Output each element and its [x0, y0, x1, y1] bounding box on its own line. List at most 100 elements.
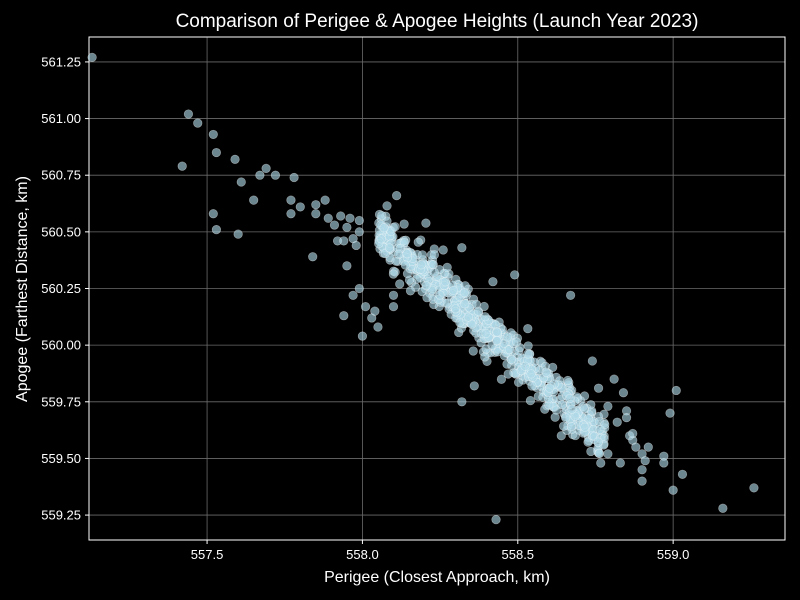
- scatter-point: [423, 293, 432, 302]
- scatter-point: [638, 477, 647, 486]
- scatter-point: [581, 423, 590, 432]
- scatter-point: [619, 388, 628, 397]
- scatter-point: [596, 425, 605, 434]
- scatter-point: [566, 291, 575, 300]
- scatter-point: [514, 378, 523, 387]
- scatter-point: [418, 251, 427, 260]
- scatter-point: [524, 350, 533, 359]
- scatter-point: [470, 382, 479, 391]
- scatter-point: [377, 211, 386, 220]
- scatter-point: [296, 203, 305, 212]
- scatter-point: [559, 422, 568, 431]
- scatter-point: [628, 429, 637, 438]
- y-tick-label: 560.75: [41, 168, 81, 183]
- scatter-point: [343, 223, 352, 232]
- y-tick-label: 561.00: [41, 111, 81, 126]
- scatter-point: [507, 355, 516, 364]
- x-tick-label: 559.0: [657, 547, 690, 562]
- scatter-point: [256, 171, 265, 180]
- scatter-point: [610, 375, 619, 384]
- scatter-point: [595, 449, 604, 458]
- scatter-point: [321, 196, 330, 205]
- scatter-point: [545, 384, 554, 393]
- x-axis-label: Perigee (Closest Approach, km): [324, 569, 550, 586]
- scatter-point: [234, 230, 243, 239]
- scatter-point: [443, 299, 452, 308]
- scatter-point: [394, 250, 403, 259]
- scatter-point: [563, 376, 572, 385]
- scatter-point: [312, 209, 321, 218]
- scatter-point: [566, 394, 575, 403]
- scatter-point: [439, 246, 448, 255]
- scatter-point: [383, 202, 392, 211]
- scatter-point: [451, 305, 460, 314]
- scatter-point: [349, 291, 358, 300]
- scatter-point: [604, 402, 613, 411]
- scatter-point: [237, 178, 246, 187]
- scatter-point: [430, 250, 439, 259]
- scatter-point: [568, 405, 577, 414]
- chart-title: Comparison of Perigee & Apogee Heights (…: [176, 11, 699, 32]
- scatter-point: [312, 200, 321, 209]
- scatter-point: [355, 284, 364, 293]
- scatter-point: [346, 214, 355, 223]
- scatter-point: [458, 243, 467, 252]
- scatter-point: [336, 212, 345, 221]
- scatter-point: [480, 302, 489, 311]
- scatter-point: [184, 110, 193, 119]
- scatter-point: [528, 382, 537, 391]
- scatter-point: [389, 302, 398, 311]
- y-tick-label: 561.25: [41, 54, 81, 69]
- scatter-point: [389, 270, 398, 279]
- scatter-point: [352, 241, 361, 250]
- scatter-point: [666, 409, 675, 418]
- x-tick-label: 558.0: [346, 547, 379, 562]
- scatter-point: [212, 148, 221, 157]
- scatter-point: [521, 362, 530, 371]
- scatter-point: [417, 260, 426, 269]
- scatter-point: [391, 222, 400, 231]
- scatter-point: [441, 277, 450, 286]
- scatter-point: [492, 515, 501, 524]
- scatter-point: [400, 220, 409, 229]
- scatter-point: [638, 465, 647, 474]
- scatter-point: [660, 459, 669, 468]
- scatter-point: [389, 291, 398, 300]
- scatter-point: [343, 262, 352, 271]
- scatter-point: [271, 171, 280, 180]
- scatter-point: [512, 338, 521, 347]
- scatter-point: [371, 307, 380, 316]
- scatter-point: [212, 225, 221, 234]
- scatter-point: [510, 271, 519, 280]
- scatter-point: [604, 450, 613, 459]
- scatter-point: [587, 447, 596, 456]
- scatter-point: [414, 238, 423, 247]
- scatter-point: [88, 53, 97, 62]
- scatter-point: [403, 249, 412, 258]
- scatter-point: [594, 438, 603, 447]
- scatter-point: [524, 342, 533, 351]
- scatter-point: [429, 260, 438, 269]
- scatter-point: [406, 287, 415, 296]
- scatter-point: [290, 173, 299, 182]
- scatter-point: [481, 312, 490, 321]
- scatter-point: [193, 119, 202, 128]
- scatter-point: [287, 196, 296, 205]
- scatter-point: [178, 162, 187, 171]
- scatter-point: [358, 332, 367, 341]
- scatter-point: [339, 237, 348, 246]
- y-tick-label: 560.25: [41, 281, 81, 296]
- scatter-point: [443, 263, 452, 272]
- scatter-point: [262, 164, 271, 173]
- scatter-point: [377, 235, 386, 244]
- scatter-point: [497, 375, 506, 384]
- scatter-point: [526, 396, 535, 405]
- scatter-point: [460, 300, 469, 309]
- y-tick-label: 560.50: [41, 224, 81, 239]
- scatter-point: [493, 336, 502, 345]
- y-tick-label: 559.50: [41, 451, 81, 466]
- scatter-point: [436, 291, 445, 300]
- scatter-point: [641, 456, 650, 465]
